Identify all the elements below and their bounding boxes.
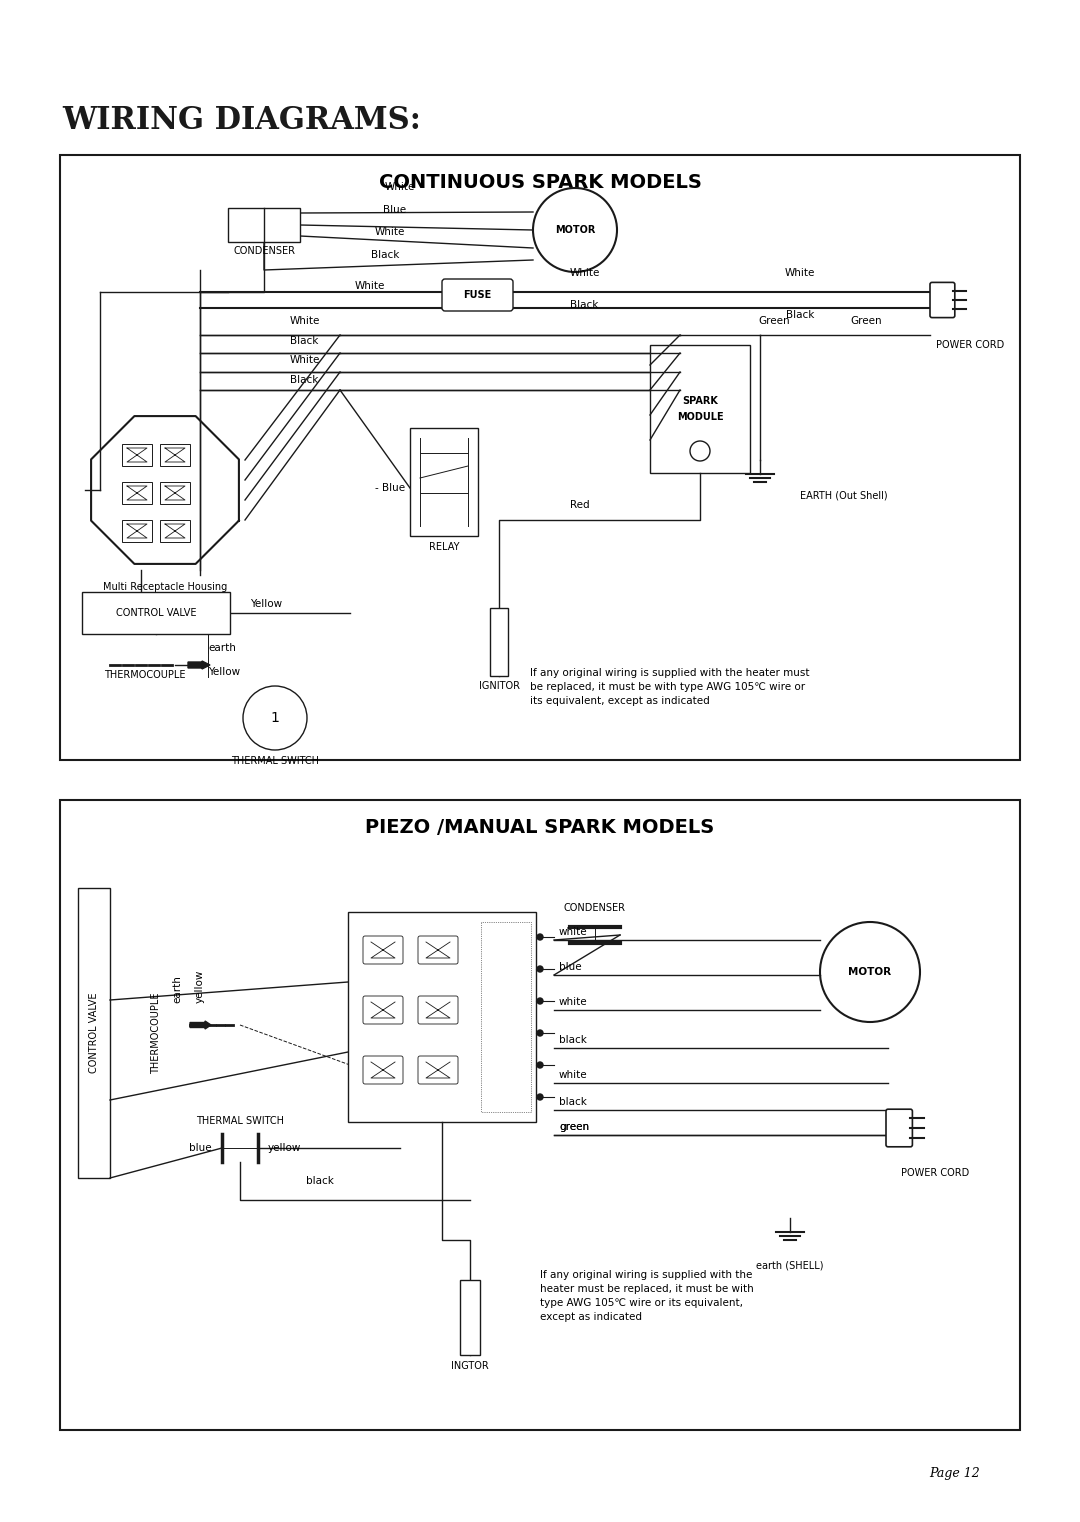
Text: EARTH (Out Shell): EARTH (Out Shell) (800, 490, 888, 501)
Text: White: White (291, 355, 321, 365)
Text: Green: Green (850, 317, 881, 326)
Text: CONDENSER: CONDENSER (233, 247, 295, 256)
Bar (410, 428, 478, 536)
FancyArrow shape (188, 661, 210, 670)
Text: FUSE: FUSE (463, 291, 491, 300)
Text: yellow: yellow (195, 970, 205, 1003)
Text: White: White (354, 282, 384, 291)
Text: THERMAL SWITCH: THERMAL SWITCH (195, 1116, 284, 1126)
FancyArrow shape (190, 1021, 211, 1029)
Text: THERMOCOUPLE: THERMOCOUPLE (105, 670, 186, 680)
Text: Multi Receptacle Housing: Multi Receptacle Housing (103, 581, 227, 592)
Bar (60, 155, 1020, 759)
FancyBboxPatch shape (418, 1056, 458, 1084)
Text: MOTOR: MOTOR (849, 966, 892, 977)
Bar (650, 345, 750, 473)
Circle shape (537, 1030, 543, 1036)
Text: - Blue: - Blue (375, 482, 405, 493)
Text: POWER CORD: POWER CORD (936, 339, 1004, 350)
Text: IGNITOR: IGNITOR (478, 680, 519, 691)
Text: CONDENSER: CONDENSER (564, 903, 626, 913)
Text: MODULE: MODULE (677, 412, 724, 422)
Text: blue: blue (189, 1143, 212, 1154)
Text: green: green (559, 1122, 589, 1132)
Text: White: White (291, 317, 321, 326)
Bar (122, 521, 152, 542)
Text: earth: earth (172, 976, 183, 1003)
Bar (160, 521, 190, 542)
Text: RELAY: RELAY (429, 542, 459, 552)
Bar (82, 592, 230, 635)
Bar (78, 887, 110, 1178)
Bar (348, 912, 536, 1122)
Text: Black: Black (291, 374, 319, 385)
FancyBboxPatch shape (418, 936, 458, 963)
Circle shape (537, 1094, 543, 1100)
Text: Black: Black (291, 336, 319, 345)
FancyBboxPatch shape (363, 936, 403, 963)
Text: Black: Black (570, 300, 598, 310)
FancyBboxPatch shape (418, 995, 458, 1024)
Text: 1: 1 (271, 711, 280, 724)
Bar (460, 1280, 480, 1355)
Text: Green: Green (758, 317, 789, 326)
Text: THERMOCOUPLE: THERMOCOUPLE (151, 992, 161, 1073)
FancyBboxPatch shape (930, 283, 955, 318)
Text: POWER CORD: POWER CORD (901, 1167, 969, 1178)
Text: earth: earth (208, 642, 235, 653)
Text: white: white (559, 927, 588, 938)
Text: black: black (559, 1035, 586, 1046)
Text: Black: Black (370, 250, 400, 260)
Bar (160, 444, 190, 466)
Text: green: green (559, 1122, 589, 1132)
Text: CONTINUOUS SPARK MODELS: CONTINUOUS SPARK MODELS (379, 174, 701, 192)
Text: White: White (384, 183, 415, 192)
Text: blue: blue (559, 962, 582, 973)
Text: If any original wiring is supplied with the heater must
be replaced, it must be : If any original wiring is supplied with … (530, 668, 810, 706)
Text: yellow: yellow (268, 1143, 301, 1154)
Text: Yellow: Yellow (249, 600, 282, 609)
Text: Blue: Blue (383, 205, 406, 215)
Circle shape (537, 1062, 543, 1068)
FancyBboxPatch shape (363, 995, 403, 1024)
Bar (160, 482, 190, 504)
Text: SPARK: SPARK (683, 396, 718, 406)
Bar (60, 801, 1020, 1431)
Bar (122, 444, 152, 466)
Text: earth (SHELL): earth (SHELL) (756, 1260, 824, 1269)
Bar (481, 922, 531, 1113)
Bar (490, 607, 508, 676)
Text: CONTROL VALVE: CONTROL VALVE (89, 992, 99, 1073)
Text: CONTROL VALVE: CONTROL VALVE (116, 607, 197, 618)
Bar (122, 482, 152, 504)
Text: PIEZO /MANUAL SPARK MODELS: PIEZO /MANUAL SPARK MODELS (365, 817, 715, 837)
Circle shape (537, 935, 543, 941)
Text: THERMAL SWITCH: THERMAL SWITCH (231, 756, 319, 766)
Circle shape (537, 966, 543, 973)
Text: black: black (559, 1097, 586, 1106)
Text: INGTOR: INGTOR (451, 1361, 489, 1371)
Text: White: White (570, 268, 600, 279)
FancyBboxPatch shape (886, 1110, 913, 1146)
Bar (228, 209, 300, 242)
Polygon shape (91, 416, 239, 565)
Text: White: White (785, 268, 815, 279)
Text: Red: Red (570, 501, 590, 510)
Text: Page 12: Page 12 (929, 1467, 980, 1479)
Text: white: white (559, 1070, 588, 1081)
Text: White: White (375, 227, 405, 237)
Text: WIRING DIAGRAMS:: WIRING DIAGRAMS: (62, 105, 421, 135)
FancyBboxPatch shape (442, 279, 513, 310)
Text: Yellow: Yellow (208, 667, 240, 677)
Text: If any original wiring is supplied with the
heater must be replaced, it must be : If any original wiring is supplied with … (540, 1269, 754, 1323)
Text: white: white (559, 997, 588, 1008)
Text: Black: Black (786, 310, 814, 320)
FancyBboxPatch shape (363, 1056, 403, 1084)
Circle shape (537, 998, 543, 1005)
Text: black: black (306, 1177, 334, 1186)
Text: MOTOR: MOTOR (555, 225, 595, 234)
